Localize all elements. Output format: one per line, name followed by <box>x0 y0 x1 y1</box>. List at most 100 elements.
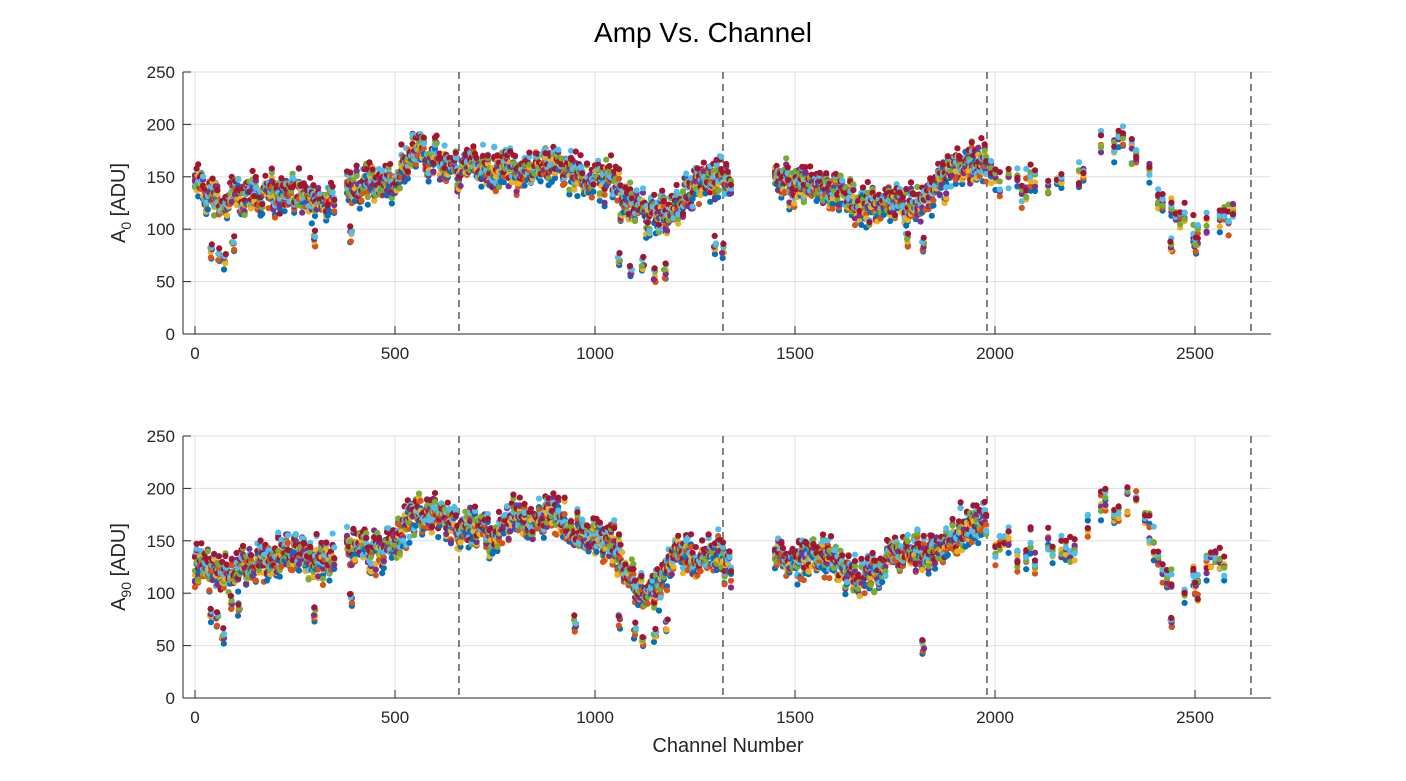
data-point <box>1097 132 1105 139</box>
data-point <box>214 187 221 194</box>
data-point <box>195 193 202 200</box>
data-point <box>659 187 666 194</box>
data-point <box>417 497 424 504</box>
data-point <box>323 539 330 546</box>
data-point <box>1159 191 1166 198</box>
y-tick-label: 150 <box>147 168 175 187</box>
data-point <box>319 581 327 589</box>
data-point <box>380 558 387 565</box>
data-point <box>331 544 338 551</box>
data-point <box>387 161 394 168</box>
data-point <box>534 150 541 157</box>
data-point <box>511 152 519 159</box>
data-point <box>364 201 371 208</box>
data-point <box>1005 185 1012 192</box>
data-point <box>640 253 647 261</box>
data-point <box>943 190 950 197</box>
data-point <box>252 577 259 584</box>
data-point <box>646 228 653 235</box>
data-point <box>1203 222 1210 229</box>
data-point <box>628 190 635 197</box>
data-point <box>1146 171 1153 178</box>
data-point <box>441 142 448 149</box>
data-point <box>791 200 798 207</box>
data-point <box>249 167 256 174</box>
data-point <box>917 218 924 225</box>
data-point <box>473 154 480 161</box>
data-point <box>452 154 459 161</box>
data-point <box>457 539 464 546</box>
data-point <box>207 254 214 261</box>
data-point <box>353 162 360 169</box>
data-point <box>567 147 575 154</box>
data-point <box>396 185 403 192</box>
data-point <box>363 534 370 542</box>
data-point <box>981 141 988 148</box>
data-point <box>208 241 215 248</box>
data-point <box>364 193 371 201</box>
data-point <box>954 145 961 152</box>
data-point <box>265 205 272 212</box>
data-point <box>724 168 731 175</box>
data-point <box>492 173 499 180</box>
data-point <box>331 208 338 215</box>
data-point <box>588 194 595 201</box>
data-point <box>864 179 871 186</box>
data-point <box>1216 229 1223 236</box>
data-point <box>505 535 512 542</box>
data-point <box>907 179 915 186</box>
data-point <box>199 173 207 180</box>
data-point <box>571 186 578 193</box>
data-point <box>606 163 613 170</box>
data-point <box>607 152 615 159</box>
data-point <box>622 184 629 191</box>
data-point <box>329 189 336 196</box>
data-point <box>1181 199 1188 206</box>
data-point <box>457 182 464 189</box>
data-point <box>478 183 485 190</box>
data-point <box>215 553 223 560</box>
data-point <box>526 161 533 168</box>
data-point <box>356 205 363 212</box>
data-point <box>590 181 597 188</box>
data-point <box>295 567 303 574</box>
data-point <box>655 221 663 228</box>
data-point <box>1190 212 1197 219</box>
data-point <box>331 196 338 203</box>
data-point <box>650 276 657 283</box>
data-point <box>1192 241 1199 248</box>
data-point <box>566 191 573 198</box>
data-point <box>727 181 735 188</box>
data-point <box>1146 163 1153 171</box>
chart-title: Amp Vs. Channel <box>594 17 812 48</box>
data-point <box>711 232 718 239</box>
data-point <box>284 532 291 539</box>
data-point <box>246 545 253 553</box>
top-plot-points <box>191 123 1237 286</box>
data-point <box>555 146 562 153</box>
data-point <box>583 160 591 167</box>
data-point <box>651 265 658 272</box>
data-point <box>228 198 235 205</box>
data-point <box>558 161 565 168</box>
data-point <box>499 540 506 547</box>
data-point <box>492 188 499 195</box>
data-point <box>784 164 791 171</box>
data-point <box>235 176 242 183</box>
data-point <box>312 233 319 240</box>
data-point <box>783 155 790 162</box>
data-point <box>975 144 982 151</box>
data-point <box>343 523 351 531</box>
data-point <box>644 219 651 226</box>
data-point <box>222 260 229 267</box>
data-point <box>1119 123 1127 130</box>
data-point <box>452 512 459 519</box>
data-point <box>662 260 669 267</box>
data-point <box>1031 167 1039 174</box>
data-point <box>859 184 867 191</box>
data-point <box>411 532 418 539</box>
data-point <box>1128 136 1135 143</box>
data-point <box>307 174 314 181</box>
data-point <box>537 178 544 185</box>
